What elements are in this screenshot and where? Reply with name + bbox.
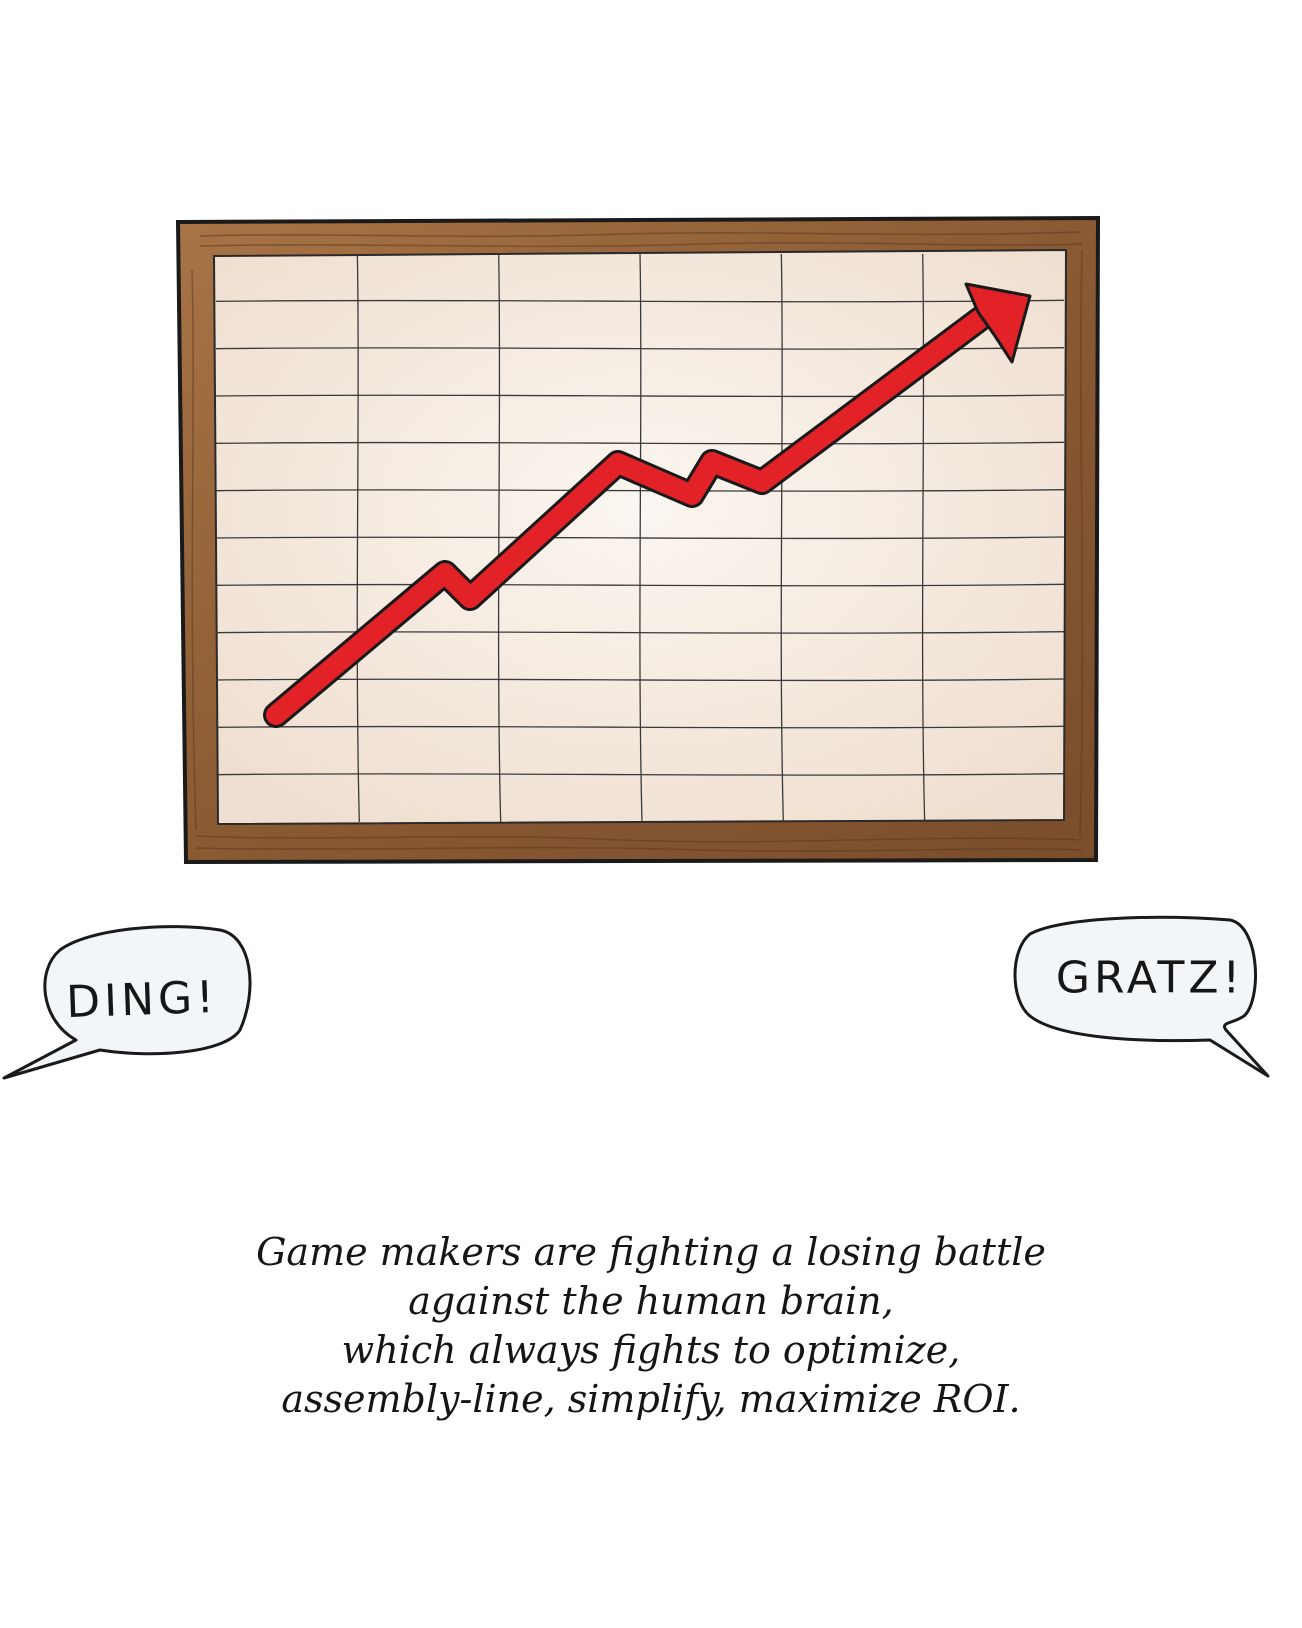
caption-line: Game makers are fighting a losing battle — [256, 1230, 1046, 1274]
caption-line: assembly-line, simplify, maximize ROI. — [281, 1377, 1021, 1421]
grid-row-line — [215, 773, 1065, 776]
speech-bubble-right — [1013, 915, 1270, 1078]
grid-column-line — [356, 253, 360, 823]
grid-row-line — [215, 536, 1065, 540]
trend-arrow — [263, 282, 1032, 728]
grid-column-line — [921, 253, 926, 823]
caption: Game makers are fighting a losing battle… — [200, 1228, 1102, 1424]
caption-line: against the human brain, — [408, 1279, 894, 1323]
grid-row-line — [215, 299, 1065, 303]
arrowhead-icon — [964, 282, 1032, 364]
grid-column-line — [639, 253, 643, 823]
chart-board — [175, 215, 1101, 865]
speech-text-gratz: GRATZ! — [1055, 952, 1245, 1004]
grid-row-line — [215, 631, 1065, 634]
grid-column-line — [780, 253, 784, 823]
grid-row-line — [215, 394, 1065, 398]
caption-line: which always fights to optimize, — [341, 1328, 961, 1372]
speech-bubble-left — [2, 925, 252, 1080]
grid-column-line — [497, 253, 502, 823]
wood-grain — [191, 231, 1085, 852]
grid-row-line — [215, 441, 1065, 445]
grid-row-line — [215, 583, 1065, 587]
trend-line-fill — [266, 300, 1002, 725]
speech-text-ding: DING! — [65, 971, 219, 1029]
grid-row-line — [215, 725, 1065, 729]
grid-row-line — [215, 489, 1065, 492]
